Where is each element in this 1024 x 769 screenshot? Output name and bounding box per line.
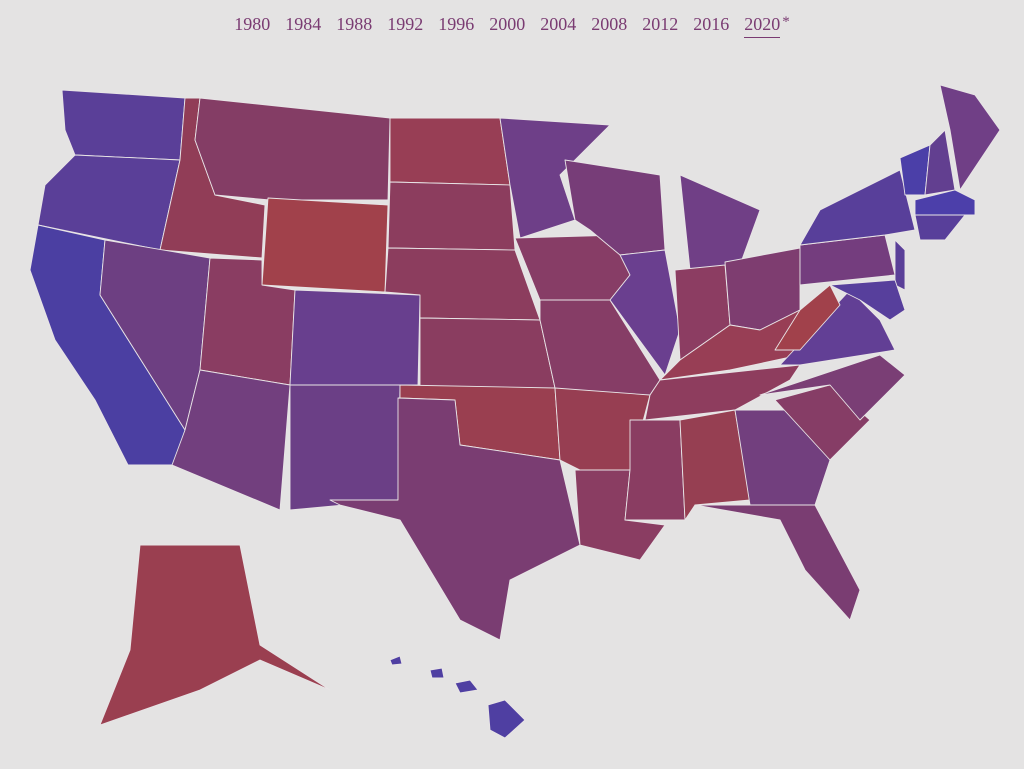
year-link[interactable]: 2004 <box>540 14 577 34</box>
year-link[interactable]: 1984 <box>285 14 322 34</box>
state[interactable] <box>171 369 291 511</box>
year-link[interactable]: 2012 <box>642 14 679 34</box>
state[interactable] <box>289 384 401 511</box>
year-link[interactable]: 1980 <box>234 14 271 34</box>
state[interactable] <box>759 354 906 421</box>
year-link[interactable]: 1996 <box>438 14 475 34</box>
year-link[interactable]: 2008 <box>591 14 628 34</box>
state[interactable] <box>624 419 686 521</box>
state[interactable] <box>679 409 751 521</box>
year-marker: * <box>782 14 790 30</box>
state[interactable] <box>329 397 581 641</box>
state[interactable] <box>194 97 391 201</box>
state[interactable] <box>99 544 331 726</box>
state[interactable] <box>939 84 1001 191</box>
year-link[interactable]: 2000 <box>489 14 526 34</box>
state[interactable] <box>429 667 445 679</box>
state[interactable] <box>914 189 976 216</box>
year-nav: 1980 1984 1988 1992 1996 2000 2004 2008 2012 2016… <box>0 14 1024 38</box>
state[interactable] <box>387 181 516 251</box>
state[interactable] <box>679 174 761 271</box>
state[interactable] <box>419 317 556 389</box>
state[interactable] <box>389 117 511 186</box>
year-link[interactable]: 2020 <box>744 14 781 38</box>
state[interactable] <box>389 655 403 666</box>
state[interactable] <box>289 289 421 386</box>
state[interactable] <box>914 214 966 241</box>
state[interactable] <box>487 699 526 739</box>
state[interactable] <box>37 154 181 251</box>
year-link[interactable]: 1988 <box>336 14 373 34</box>
state[interactable] <box>774 284 841 351</box>
state[interactable] <box>799 169 916 246</box>
state[interactable] <box>829 279 906 321</box>
state[interactable] <box>924 129 956 196</box>
state[interactable] <box>61 89 186 161</box>
states <box>29 84 1001 739</box>
state[interactable] <box>694 504 861 621</box>
state[interactable] <box>454 679 479 694</box>
year-link[interactable]: 2016 <box>693 14 730 34</box>
state[interactable] <box>894 239 906 291</box>
year-link[interactable]: 1992 <box>387 14 424 34</box>
state[interactable] <box>261 197 389 293</box>
